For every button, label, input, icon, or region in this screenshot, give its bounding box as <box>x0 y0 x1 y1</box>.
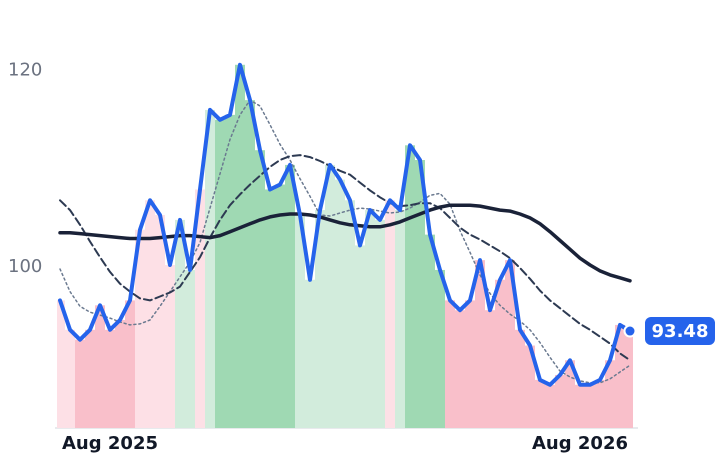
region-bar <box>555 374 565 428</box>
region-bar <box>405 145 415 428</box>
last-value-label: 93.48 <box>652 321 709 342</box>
region-bar <box>455 310 465 428</box>
region-bar <box>385 200 395 428</box>
region-bar <box>365 210 375 428</box>
region-bar <box>605 360 615 428</box>
region-bar <box>465 300 475 428</box>
region-bar <box>435 269 445 428</box>
region-bar <box>135 229 145 428</box>
region-bar <box>595 379 605 428</box>
region-bar <box>65 329 75 428</box>
region-bar <box>375 219 385 428</box>
region-bar <box>615 324 625 428</box>
x-tick-label: Aug 2025 <box>62 433 158 454</box>
y-tick-label: 100 <box>8 256 42 277</box>
region-bar <box>75 339 85 428</box>
region-bar <box>315 210 325 428</box>
moving-average-line <box>59 154 631 362</box>
region-bar <box>395 210 405 428</box>
region-bar <box>175 219 185 428</box>
region-bar <box>505 260 515 428</box>
region-bar <box>525 345 535 428</box>
region-bar <box>215 119 225 428</box>
region-bar <box>165 265 175 428</box>
region-bar <box>345 200 355 428</box>
region-bar <box>625 331 633 428</box>
region-bar <box>57 300 65 428</box>
last-point <box>623 324 637 338</box>
region-bar <box>325 164 335 429</box>
moving-average-line <box>59 99 631 384</box>
region-bar <box>575 384 585 428</box>
region-bar <box>485 310 495 428</box>
region-bar <box>335 179 345 428</box>
region-bar <box>185 269 195 428</box>
region-bar <box>495 279 505 428</box>
region-bar <box>245 100 255 428</box>
region-bar <box>545 384 555 428</box>
region-bar <box>205 109 215 429</box>
region-bar <box>445 300 455 428</box>
region-bar <box>145 200 155 428</box>
region-bar <box>195 189 205 428</box>
region-bar <box>425 234 435 428</box>
region-bar <box>585 384 595 428</box>
region-bar <box>515 329 525 428</box>
region-bar <box>235 64 245 428</box>
region-bar <box>285 164 295 429</box>
region-bar <box>115 320 125 428</box>
region-bar <box>225 114 235 428</box>
region-bar <box>355 245 365 428</box>
region-bar <box>125 300 135 428</box>
region-bar <box>255 150 265 428</box>
region-bar <box>415 160 425 429</box>
region-bar <box>535 379 545 428</box>
region-bar <box>275 184 285 428</box>
x-tick-label: Aug 2026 <box>532 433 628 454</box>
region-bar <box>105 329 115 428</box>
region-bar <box>155 214 165 428</box>
region-bar <box>265 189 275 428</box>
moving-average-line <box>58 203 632 283</box>
region-bar <box>85 329 95 428</box>
price-line <box>58 62 632 387</box>
region-bar <box>475 260 485 428</box>
region-bar <box>565 360 575 428</box>
region-bar <box>95 305 105 428</box>
y-tick-label: 120 <box>8 60 42 81</box>
last-value-pill <box>645 317 715 346</box>
region-bar <box>295 214 305 428</box>
region-bar <box>305 279 315 428</box>
